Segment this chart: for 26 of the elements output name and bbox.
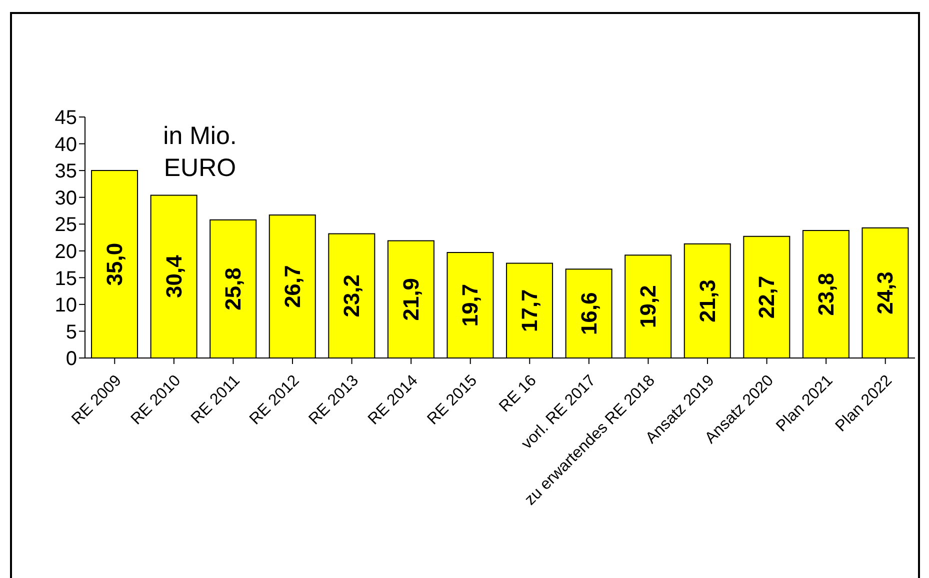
- data-label: 25,8: [220, 268, 246, 310]
- annotation: in Mio. EURO: [162, 121, 238, 184]
- data-label: 21,9: [398, 278, 424, 321]
- y-tick-label: 45: [54, 107, 77, 130]
- y-tick-label: 20: [54, 240, 77, 263]
- data-label: 22,7: [754, 276, 780, 319]
- data-label: 35,0: [102, 242, 128, 286]
- y-tick-label: 30: [54, 187, 77, 210]
- data-label: 19,7: [458, 284, 483, 327]
- data-label: 23,2: [339, 274, 364, 318]
- data-label: 30,4: [161, 254, 186, 298]
- y-tick-label: 35: [54, 160, 77, 183]
- x-tick-label: RE 16: [496, 372, 540, 416]
- y-tick-label: 15: [54, 268, 77, 290]
- y-tick-label: 25: [54, 214, 77, 236]
- data-label: 24,3: [872, 272, 898, 314]
- data-label: 17,7: [517, 289, 542, 332]
- y-tick-label: 5: [66, 321, 77, 344]
- data-label: 19,2: [636, 285, 661, 328]
- y-tick-label: 40: [54, 134, 77, 156]
- data-label: 16,6: [576, 292, 602, 335]
- data-label: 23,8: [813, 272, 838, 316]
- data-label: 26,7: [280, 265, 305, 308]
- data-label: 21,3: [694, 280, 720, 322]
- y-tick-label: 0: [66, 348, 77, 370]
- y-tick-label: 10: [54, 294, 77, 317]
